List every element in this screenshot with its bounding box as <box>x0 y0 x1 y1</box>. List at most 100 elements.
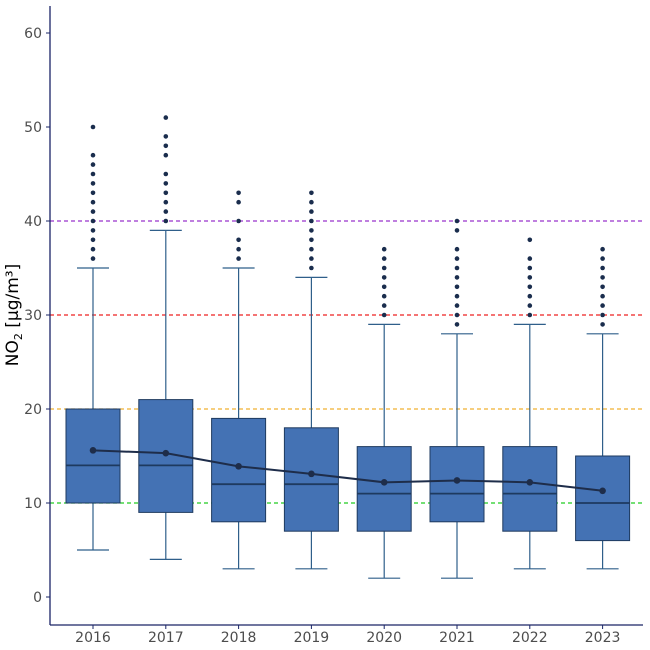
outlier-point <box>454 265 460 271</box>
mean-point-2022 <box>526 479 534 486</box>
box-2021 <box>429 218 485 579</box>
outlier-point <box>163 143 169 149</box>
y-tick-label: 0 <box>33 590 42 606</box>
outlier-point <box>90 256 96 261</box>
outlier-point <box>236 218 241 224</box>
x-tick-label: 2020 <box>366 630 402 646</box>
outlier-point <box>381 312 387 318</box>
y-tick-label: 20 <box>24 402 42 418</box>
x-tick-label: 2023 <box>585 630 621 646</box>
box-2019 <box>283 190 339 570</box>
outlier-point <box>163 171 169 177</box>
outlier-point <box>309 237 314 243</box>
box-body <box>211 417 267 523</box>
x-tick-label: 2019 <box>294 630 330 646</box>
outlier-point <box>454 218 460 224</box>
outlier-point <box>454 322 460 327</box>
outlier-point <box>527 303 533 308</box>
outlier-point <box>527 265 533 271</box>
outlier-point <box>454 284 460 290</box>
mean-trend <box>89 447 606 495</box>
y-tick-label: 30 <box>24 308 42 324</box>
box-body <box>356 446 412 532</box>
outlier-point <box>90 124 96 130</box>
outlier-point <box>381 246 387 252</box>
box-2022 <box>502 237 558 570</box>
outlier-point <box>309 190 314 196</box>
mean-point-2019 <box>308 470 315 478</box>
outlier-point <box>163 209 169 214</box>
outlier-point <box>236 199 241 205</box>
box-body <box>283 427 339 532</box>
outlier-point <box>90 181 96 186</box>
outlier-point <box>163 199 169 205</box>
outlier-point <box>90 218 96 224</box>
outlier-point <box>309 209 314 214</box>
box-2020 <box>356 246 412 579</box>
outlier-point <box>90 190 96 196</box>
outlier-point <box>600 246 605 252</box>
y-tick-label: 50 <box>24 120 42 136</box>
outlier-point <box>309 199 314 205</box>
outlier-point <box>527 284 533 290</box>
outlier-point <box>381 284 387 290</box>
axes: 0 10 20 30 40 50 60 2016 2017 2018 2019 2020 2021 202… <box>24 6 643 646</box>
outlier-point <box>600 303 605 308</box>
outlier-point <box>454 246 460 252</box>
outlier-point <box>90 199 96 205</box>
outlier-point <box>600 293 605 299</box>
outlier-point <box>454 312 460 318</box>
outlier-point <box>236 190 241 196</box>
x-tick-label: 2018 <box>221 630 257 646</box>
mean-point-2023 <box>599 487 606 495</box>
outlier-point <box>600 256 605 261</box>
outlier-point <box>454 293 460 299</box>
outlier-point <box>163 181 169 186</box>
outlier-point <box>454 228 460 233</box>
y-axis-title-subscript: 2 <box>12 333 25 340</box>
outlier-point <box>527 256 533 261</box>
outlier-point <box>163 218 169 224</box>
y-axis-title-main: NO <box>3 340 23 366</box>
outlier-point <box>236 237 241 243</box>
outlier-point <box>454 256 460 261</box>
outlier-point <box>454 275 460 280</box>
outlier-point <box>527 312 533 318</box>
outlier-point <box>90 246 96 252</box>
outlier-point <box>454 303 460 308</box>
box-body <box>575 455 631 542</box>
mean-point-2016 <box>89 447 97 454</box>
outlier-point <box>163 152 169 158</box>
outlier-point <box>90 171 96 177</box>
outlier-point <box>309 218 314 224</box>
outlier-point <box>90 209 96 214</box>
mean-trend-line <box>92 449 603 492</box>
box-2016 <box>65 124 121 551</box>
y-tick-label: 10 <box>24 496 42 512</box>
x-tick-label: 2017 <box>148 630 184 646</box>
outlier-point <box>600 322 605 327</box>
box-2017 <box>138 115 194 561</box>
mean-point-2021 <box>453 477 461 484</box>
outlier-point <box>381 275 387 280</box>
outlier-point <box>600 265 605 271</box>
box-series <box>65 115 631 579</box>
outlier-point <box>163 115 169 120</box>
y-tick-label: 40 <box>24 214 42 230</box>
outlier-point <box>236 246 241 252</box>
outlier-point <box>309 246 314 252</box>
outlier-point <box>600 275 605 280</box>
outlier-point <box>527 293 533 299</box>
y-tick-label: 60 <box>24 26 42 42</box>
outlier-point <box>163 190 169 196</box>
box-body <box>502 446 558 532</box>
mean-point-2017 <box>162 449 170 457</box>
outlier-point <box>381 265 387 271</box>
y-axis-title-unit: [µg/m³] <box>3 264 23 333</box>
box-body <box>65 408 121 504</box>
mean-point-2018 <box>235 463 242 470</box>
outlier-point <box>309 265 314 271</box>
outlier-point <box>600 284 605 290</box>
outlier-point <box>90 237 96 243</box>
x-tick-label: 2016 <box>75 630 111 646</box>
